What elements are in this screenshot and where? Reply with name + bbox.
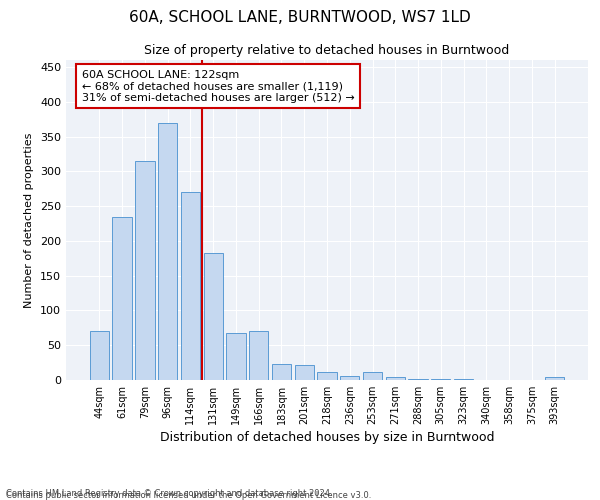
- Text: 60A SCHOOL LANE: 122sqm
← 68% of detached houses are smaller (1,119)
31% of semi: 60A SCHOOL LANE: 122sqm ← 68% of detache…: [82, 70, 355, 103]
- Bar: [386, 376, 405, 380]
- Bar: [135, 161, 155, 380]
- Bar: [317, 372, 337, 380]
- Bar: [203, 252, 223, 380]
- Bar: [249, 332, 268, 380]
- Bar: [226, 334, 245, 380]
- Bar: [409, 378, 428, 380]
- Bar: [158, 122, 178, 380]
- Bar: [272, 364, 291, 380]
- Bar: [545, 377, 564, 380]
- Bar: [431, 378, 451, 380]
- Bar: [112, 216, 132, 380]
- Title: Size of property relative to detached houses in Burntwood: Size of property relative to detached ho…: [145, 44, 509, 58]
- Bar: [295, 364, 314, 380]
- Y-axis label: Number of detached properties: Number of detached properties: [25, 132, 34, 308]
- Bar: [181, 192, 200, 380]
- Bar: [363, 372, 382, 380]
- Text: Contains public sector information licensed under the Open Government Licence v3: Contains public sector information licen…: [6, 491, 371, 500]
- X-axis label: Distribution of detached houses by size in Burntwood: Distribution of detached houses by size …: [160, 431, 494, 444]
- Text: 60A, SCHOOL LANE, BURNTWOOD, WS7 1LD: 60A, SCHOOL LANE, BURNTWOOD, WS7 1LD: [129, 10, 471, 25]
- Bar: [340, 376, 359, 380]
- Bar: [90, 332, 109, 380]
- Text: Contains HM Land Registry data © Crown copyright and database right 2024.: Contains HM Land Registry data © Crown c…: [6, 488, 332, 498]
